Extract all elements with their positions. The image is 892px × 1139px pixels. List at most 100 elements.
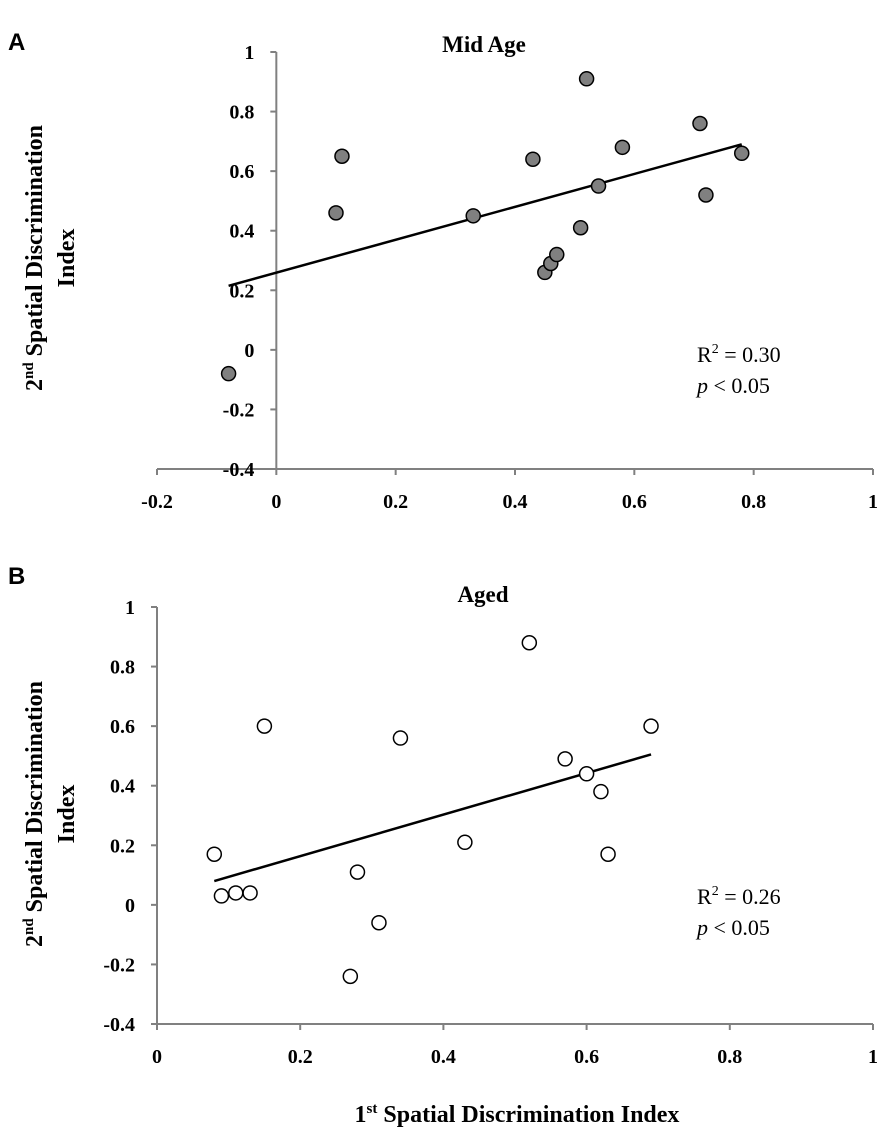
y-axis-label-b-line2: Index [54, 785, 80, 844]
panel-letter-b: B [8, 563, 25, 590]
x-tick-label-a: 0.4 [503, 491, 528, 513]
x-tick-label-b: 0.6 [574, 1046, 599, 1068]
y-axis-label-a-sup: nd [21, 362, 37, 379]
y-tick-label-a: -0.4 [223, 459, 255, 481]
y-tick-label-b: 1 [125, 597, 135, 619]
y-tick-label-a: -0.2 [223, 399, 255, 421]
stats-annotation-b: R2 = 0.26 p < 0.05 [695, 884, 781, 940]
x-axis-label-num: 1 [355, 1102, 367, 1128]
stats-annotation-a: R2 = 0.30 p < 0.05 [695, 342, 781, 398]
data-point-b [342, 968, 359, 985]
axes-b [151, 606, 874, 1030]
data-point-a [590, 178, 607, 194]
x-axis-label-sup: st [367, 1101, 378, 1117]
panel-b: B Aged 2nd Spatial Discrimination Index … [8, 563, 878, 1128]
data-point-b [213, 888, 230, 904]
y-axis-label-b-line1: 2nd Spatial Discrimination [21, 681, 48, 947]
x-tick-label-a: 0 [271, 491, 281, 513]
p-symbol-a: p [695, 373, 708, 398]
r-squared-value-b: = 0.26 [719, 884, 781, 909]
data-point-b [521, 634, 538, 651]
chart-title-b: Aged [457, 582, 508, 607]
x-tick-label-a: 0.2 [383, 491, 408, 513]
x-tick-label-b: 0.2 [288, 1046, 313, 1068]
r-squared-r-a: R [697, 342, 712, 367]
x-tick-label-a: -0.2 [141, 491, 173, 513]
data-point-a [572, 219, 589, 236]
y-tick-label-b: 0 [125, 895, 135, 917]
r-squared-label-b: R2 = 0.26 [697, 884, 781, 909]
r-squared-label-a: R2 = 0.30 [697, 342, 781, 367]
data-point-a [334, 148, 350, 164]
data-point-b [206, 846, 223, 862]
r-squared-sup-a: 2 [712, 342, 719, 357]
data-point-a [614, 139, 631, 156]
tick-labels-b: -0.4 -0.2 0 0.2 0.4 0.6 0.8 1 0 0.2 0.4 0.6 0.8 1 [103, 597, 878, 1068]
data-points-b [206, 634, 659, 985]
p-value-label-b: p < 0.05 [695, 915, 770, 940]
y-tick-label-b: 0.4 [110, 776, 135, 798]
x-axis-label: 1st Spatial Discrimination Index [355, 1101, 680, 1128]
data-point-b [392, 730, 409, 746]
p-value-a: < 0.05 [708, 373, 770, 398]
data-point-a [692, 115, 708, 132]
chart-title-a: Mid Age [442, 32, 526, 57]
fit-line-b [213, 753, 652, 883]
data-point-b [242, 885, 258, 901]
y-tick-label-b: -0.4 [103, 1014, 135, 1036]
regression-line-b [213, 753, 652, 883]
x-axis-label-rest: Spatial Discrimination Index [377, 1102, 679, 1128]
y-axis-label-a-rest: Spatial Discrimination [22, 125, 48, 362]
data-point-b [578, 766, 595, 782]
data-point-a [328, 205, 344, 221]
y-tick-label-a: 0.4 [229, 221, 254, 243]
x-tick-label-a: 0.6 [622, 491, 647, 513]
y-axis-label-a-line1: 2nd Spatial Discrimination [21, 125, 48, 391]
r-squared-sup-b: 2 [712, 884, 719, 899]
regression-line-a [228, 143, 743, 288]
p-value-b: < 0.05 [708, 915, 770, 940]
data-point-a [525, 151, 541, 167]
y-axis-label-b-sup: nd [21, 918, 37, 935]
data-point-a [578, 71, 595, 87]
panel-letter-a: A [8, 29, 25, 56]
y-tick-label-b: 0.2 [110, 835, 135, 857]
tick-labels-a: -0.4 -0.2 0 0.2 0.4 0.6 0.8 1 -0.2 0 0.2 0.4 0.6 0.8 1 [141, 42, 878, 513]
y-tick-label-a: 0.8 [229, 102, 254, 124]
y-axis-label-a: 2nd Spatial Discrimination Index [21, 125, 80, 391]
data-point-b [228, 885, 244, 901]
x-tick-label-a: 1 [868, 491, 878, 513]
data-point-b [643, 718, 659, 734]
r-squared-value-a: = 0.30 [719, 342, 781, 367]
y-axis-label-b: 2nd Spatial Discrimination Index [21, 681, 80, 947]
x-tick-label-b: 0.4 [431, 1046, 456, 1068]
y-tick-label-a: 0.2 [229, 280, 254, 302]
r-squared-r-b: R [697, 884, 712, 909]
x-tick-label-b: 0.8 [717, 1046, 742, 1068]
data-points-a [220, 71, 750, 382]
fit-line-a [228, 143, 743, 288]
y-tick-label-a: 1 [244, 42, 254, 64]
data-point-a [549, 246, 565, 263]
y-axis-label-b-num: 2 [22, 935, 48, 947]
y-axis-label-b-rest: Spatial Discrimination [22, 681, 48, 918]
data-point-b [593, 783, 609, 800]
x-tick-label-a: 0.8 [741, 491, 766, 513]
y-tick-label-a: 0.6 [229, 161, 254, 183]
data-point-b [256, 718, 273, 734]
data-point-a [220, 365, 237, 382]
x-tick-label-b: 0 [152, 1046, 162, 1068]
data-point-b [600, 846, 616, 862]
data-point-b [371, 914, 387, 931]
y-tick-label-a: 0 [244, 340, 254, 362]
data-point-b [557, 751, 573, 767]
y-tick-label-b: 0.8 [110, 657, 135, 679]
data-point-b [349, 864, 366, 880]
data-point-b [457, 834, 473, 851]
y-tick-label-b: -0.2 [103, 954, 135, 976]
y-axis-label-a-line2: Index [54, 229, 80, 288]
data-point-a [465, 208, 481, 224]
y-tick-label-b: 0.6 [110, 716, 135, 738]
y-axis-label-a-num: 2 [22, 379, 48, 391]
